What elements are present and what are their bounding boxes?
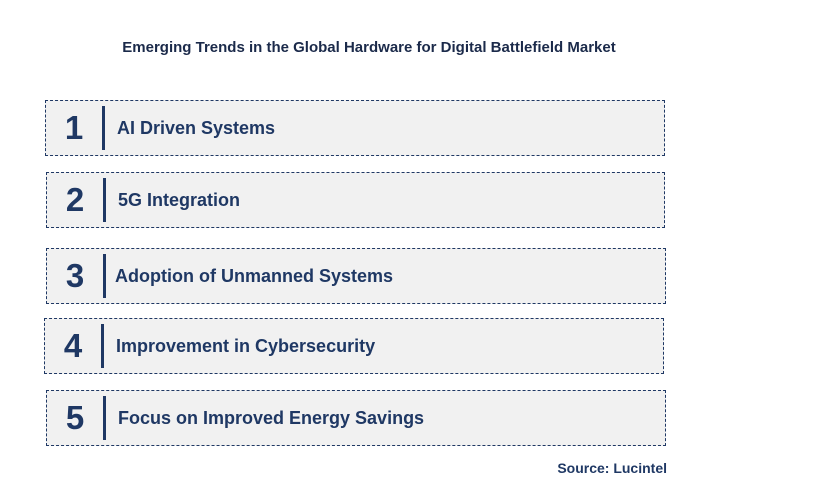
trend-number: 1 bbox=[64, 109, 84, 146]
trend-number: 3 bbox=[65, 257, 85, 294]
trend-item-4: 4 Improvement in Cybersecurity bbox=[44, 318, 664, 374]
trend-label: Focus on Improved Energy Savings bbox=[118, 407, 425, 428]
trend-label: Improvement in Cybersecurity bbox=[116, 335, 376, 356]
divider bbox=[103, 254, 106, 298]
divider bbox=[103, 178, 106, 222]
trend-label: 5G Integration bbox=[118, 189, 241, 210]
source-note: Source: Lucintel bbox=[557, 460, 667, 476]
trend-item-2: 2 5G Integration bbox=[46, 172, 665, 228]
trend-number: 4 bbox=[63, 327, 83, 364]
trend-item-5: 5 Focus on Improved Energy Savings bbox=[46, 390, 666, 446]
trend-number: 5 bbox=[65, 399, 85, 436]
trend-label: Adoption of Unmanned Systems bbox=[115, 265, 394, 286]
divider bbox=[102, 106, 105, 150]
trend-label: AI Driven Systems bbox=[117, 117, 276, 138]
trend-number: 2 bbox=[65, 181, 85, 218]
divider bbox=[103, 396, 106, 440]
divider bbox=[101, 324, 104, 368]
trend-item-1: 1 AI Driven Systems bbox=[45, 100, 665, 156]
trend-item-3: 3 Adoption of Unmanned Systems bbox=[46, 248, 666, 304]
page-title: Emerging Trends in the Global Hardware f… bbox=[122, 39, 616, 56]
